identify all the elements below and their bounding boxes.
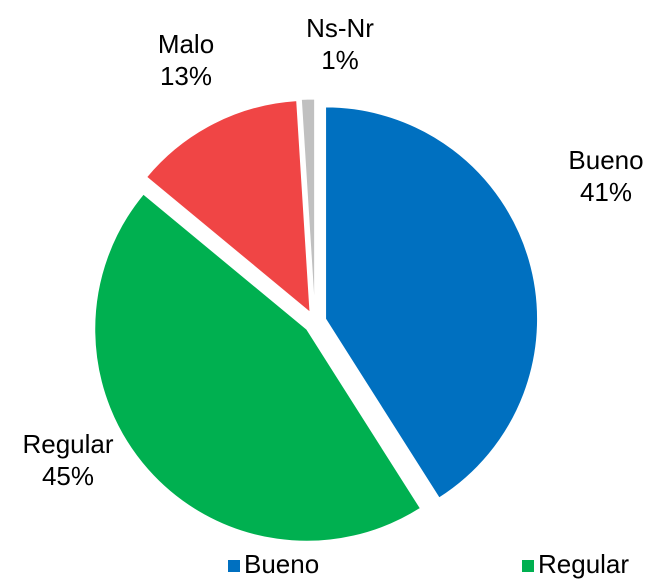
data-label-value: 45%: [42, 461, 94, 491]
data-label-name: Regular: [22, 429, 113, 459]
data-label-value: 1%: [321, 45, 359, 75]
legend-swatch: [522, 560, 534, 572]
data-label-name: Ns-Nr: [306, 13, 374, 43]
data-label-name: Malo: [158, 29, 214, 59]
pie-slice: [325, 106, 539, 499]
legend-swatch: [228, 560, 240, 572]
legend-label: Regular: [538, 549, 629, 579]
pie-slice: [94, 193, 422, 542]
pie-slice: [300, 98, 316, 312]
data-label-value: 13%: [160, 61, 212, 91]
data-label-name: Bueno: [568, 145, 643, 175]
data-label-value: 41%: [580, 177, 632, 207]
pie-slice: [145, 100, 311, 314]
legend-label: Bueno: [244, 549, 319, 579]
